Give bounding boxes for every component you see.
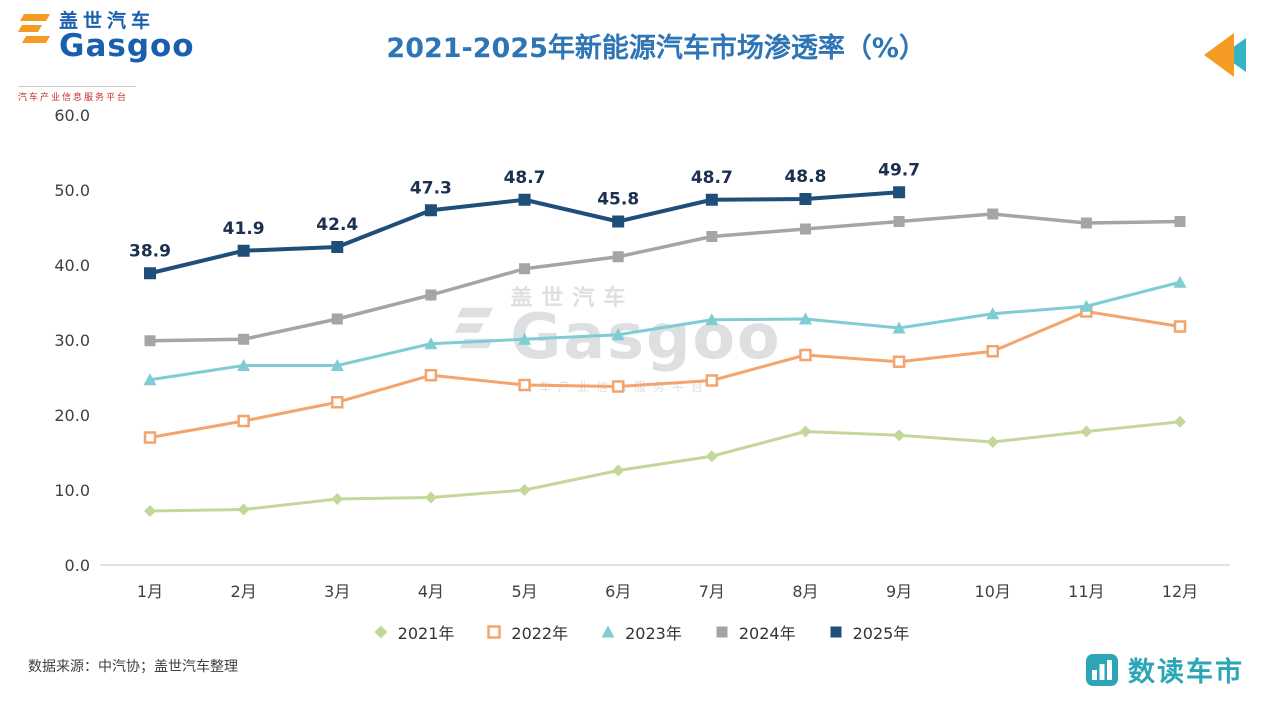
logo-cn: 盖世汽车 bbox=[59, 10, 156, 32]
legend-label: 2024年 bbox=[738, 624, 796, 643]
svg-text:7月: 7月 bbox=[699, 582, 725, 601]
svg-text:38.9: 38.9 bbox=[129, 241, 171, 261]
brand-logo: 数读车市 bbox=[1085, 650, 1244, 689]
legend-marker-icon bbox=[716, 626, 728, 638]
brand-icon bbox=[1086, 653, 1118, 686]
page-title: 2021-2025年新能源汽车市场渗透率（%） bbox=[386, 33, 926, 64]
svg-text:2月: 2月 bbox=[231, 582, 257, 601]
svg-text:48.7: 48.7 bbox=[691, 168, 733, 188]
svg-text:8月: 8月 bbox=[792, 582, 818, 601]
data-source-note: 数据来源：中汽协；盖世汽车整理 bbox=[28, 659, 238, 675]
legend-item-2023年: 2023年 bbox=[598, 620, 682, 644]
svg-text:3月: 3月 bbox=[324, 582, 350, 601]
svg-text:50.0: 50.0 bbox=[54, 181, 90, 200]
svg-text:11月: 11月 bbox=[1068, 582, 1104, 601]
svg-text:41.9: 41.9 bbox=[223, 219, 265, 239]
svg-text:12月: 12月 bbox=[1162, 582, 1198, 601]
legend-label: 2021年 bbox=[397, 624, 455, 643]
svg-text:20.0: 20.0 bbox=[54, 406, 90, 425]
series-2023年 bbox=[143, 275, 1187, 386]
svg-text:48.8: 48.8 bbox=[784, 167, 826, 187]
svg-text:1月: 1月 bbox=[137, 582, 163, 601]
series-2025年: 38.9 41.9 42.4 47.3 48.7 45.8 48.7 48.8 49.7 bbox=[129, 160, 920, 280]
svg-text:9月: 9月 bbox=[886, 582, 912, 601]
legend-label: 2023年 bbox=[625, 624, 682, 643]
svg-text:6月: 6月 bbox=[605, 582, 631, 601]
svg-text:49.7: 49.7 bbox=[878, 160, 920, 180]
legend-item-2025年: 2025年 bbox=[826, 620, 910, 644]
svg-text:47.3: 47.3 bbox=[410, 178, 452, 198]
legend-marker-icon bbox=[830, 626, 842, 638]
legend-label: 2022年 bbox=[511, 624, 569, 643]
svg-text:30.0: 30.0 bbox=[54, 331, 90, 350]
chart-legend: 2021年 2022年 2023年 2024年 2025年 bbox=[0, 620, 1280, 644]
gasgoo-logo-icon bbox=[18, 14, 50, 43]
gasgoo-logo: 盖世汽车 Gasgoo bbox=[16, 10, 195, 64]
svg-text:60.0: 60.0 bbox=[54, 106, 90, 125]
legend-marker-icon bbox=[487, 625, 502, 639]
svg-text:10月: 10月 bbox=[975, 582, 1011, 601]
series-2024年 bbox=[144, 208, 1186, 347]
svg-text:42.4: 42.4 bbox=[316, 215, 358, 235]
svg-text:5月: 5月 bbox=[511, 582, 537, 601]
legend-item-2024年: 2024年 bbox=[712, 620, 796, 644]
legend-marker-icon bbox=[601, 625, 615, 638]
legend-marker-icon bbox=[374, 625, 388, 639]
series-2021年 bbox=[144, 415, 1186, 517]
svg-text:10.0: 10.0 bbox=[54, 481, 90, 500]
corner-arrows-icon bbox=[1204, 33, 1246, 77]
header: 盖世汽车 Gasgoo 汽车产业信息服务平台 2021-2025年新能源汽车市场… bbox=[0, 0, 1280, 103]
svg-text:4月: 4月 bbox=[418, 582, 444, 601]
legend-label: 2025年 bbox=[852, 624, 910, 643]
svg-text:45.8: 45.8 bbox=[597, 190, 639, 210]
y-axis: 0.0 10.0 20.0 30.0 40.0 50.0 60.0 bbox=[54, 106, 1230, 575]
legend-item-2022年: 2022年 bbox=[484, 620, 568, 644]
logo-tagline: 汽车产业信息服务平台 bbox=[18, 86, 136, 103]
logo-en: Gasgoo bbox=[59, 27, 195, 64]
x-axis: 1月 2月 3月 4月 5月 6月 7月 8月 9月 10月 11月 12月 bbox=[137, 582, 1198, 601]
penetration-line-chart: 0.0 10.0 20.0 30.0 40.0 50.0 60.0 1月 2月 3月 4月 5月 6月 7… bbox=[54, 106, 1230, 601]
gasgoo-logo-text: 盖世汽车 Gasgoo bbox=[59, 10, 195, 64]
svg-text:40.0: 40.0 bbox=[54, 256, 90, 275]
svg-text:48.7: 48.7 bbox=[504, 168, 546, 188]
legend-item-2021年: 2021年 bbox=[371, 620, 455, 644]
brand-text: 数读车市 bbox=[1128, 657, 1244, 688]
svg-text:0.0: 0.0 bbox=[65, 556, 90, 575]
